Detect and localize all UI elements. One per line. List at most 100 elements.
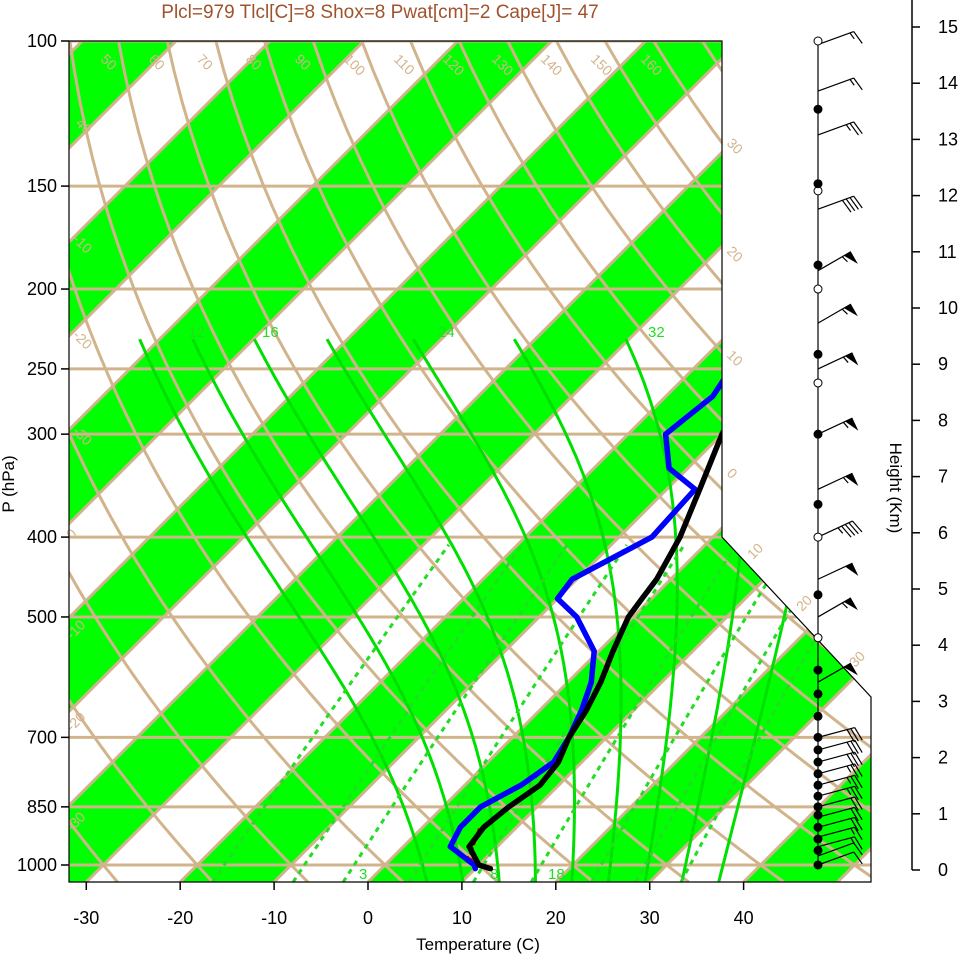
wind-barb — [817, 836, 863, 850]
height-marker-open — [813, 633, 823, 643]
wind-barb-shaft — [817, 31, 854, 46]
height-marker-filled — [813, 179, 823, 189]
height-marker-filled — [813, 711, 823, 721]
wind-barb-half-feather — [849, 79, 855, 86]
mixing-ratio-label: 3 — [359, 866, 367, 883]
wind-barb-feather — [850, 776, 859, 790]
pressure-tick-label: 1000 — [17, 855, 57, 875]
dry-adiabat — [69, 41, 405, 882]
height-tick-label: 7 — [938, 467, 948, 487]
wind-barb — [817, 251, 858, 272]
temperature-tick-label: 40 — [734, 908, 754, 928]
dry-adiabat-label: 30 — [724, 135, 746, 157]
wind-barb-shaft — [817, 826, 855, 838]
wind-barb-feather — [849, 197, 859, 210]
dry-adiabat-label: 10 — [724, 347, 746, 369]
wind-barb — [817, 77, 863, 92]
height-tick-label: 15 — [938, 17, 958, 37]
wind-barb-shaft — [817, 303, 852, 324]
height-tick-label: 14 — [938, 73, 958, 93]
wind-barb-half-feather — [841, 602, 848, 609]
wind-barb-shaft — [817, 774, 855, 786]
wind-barb-half-feather — [841, 308, 848, 315]
wind-barb-feather — [850, 797, 859, 811]
moist-adiabat — [191, 338, 465, 882]
dry-adiabat — [310, 41, 871, 882]
wind-barb-feather — [854, 826, 863, 841]
wind-barb-shaft — [817, 726, 855, 738]
dry-adiabat — [69, 41, 214, 882]
temperature-tick-label: -20 — [167, 908, 193, 928]
wind-barb — [817, 751, 863, 768]
wind-barb-feather — [850, 818, 859, 832]
wind-barb-shaft — [817, 842, 854, 857]
height-tick-label: 5 — [938, 579, 948, 599]
temperature-tick-label: -30 — [73, 908, 99, 928]
wind-barb-feather — [848, 522, 859, 535]
wind-barb — [817, 520, 863, 538]
temperature-tick-label: -10 — [261, 908, 287, 928]
moist-adiabat-label: 12 — [188, 324, 205, 341]
wind-barb-pennant — [845, 563, 859, 576]
wind-profile — [813, 31, 863, 870]
wind-barb-shaft — [817, 739, 855, 751]
wind-barb — [817, 796, 863, 811]
wind-barb-feather — [854, 796, 863, 810]
wind-barb-shaft — [817, 763, 855, 775]
mixing-ratio-line — [590, 544, 792, 882]
isotherm-band — [69, 41, 364, 882]
height-tick-label: 2 — [938, 748, 948, 768]
height-tick-label: 12 — [938, 186, 958, 206]
wind-barb-shaft — [817, 251, 852, 272]
wind-barb-half-feather — [846, 788, 852, 795]
wind-barb-pennant — [843, 304, 858, 317]
height-tick-label: 4 — [938, 635, 948, 655]
height-marker-filled — [813, 732, 823, 742]
isotherm-line — [69, 41, 272, 882]
moist-adiabat — [624, 338, 679, 882]
height-marker-filled — [813, 590, 823, 600]
isotherm-line — [69, 41, 835, 882]
wind-barb-pennant — [845, 352, 859, 366]
isotherm-label: -20 — [63, 708, 89, 734]
wind-barb-feather — [850, 752, 859, 767]
wind-barb — [817, 842, 863, 857]
height-marker-filled — [813, 665, 823, 675]
wind-barb — [817, 774, 863, 790]
height-marker-filled — [813, 769, 823, 779]
isotherm-label: 10 — [744, 540, 766, 562]
wind-barb-feather — [850, 764, 859, 778]
wind-barb-pennant — [845, 418, 859, 431]
wind-barb-feather — [844, 524, 856, 536]
isotherm-label: 20 — [793, 592, 815, 614]
dry-adiabat-label: 0 — [724, 465, 741, 482]
wind-barb-shaft — [817, 851, 854, 866]
wind-barb — [817, 417, 859, 435]
isotherm-band — [69, 41, 552, 882]
mixing-ratio-line — [408, 543, 628, 882]
wind-barb-feather — [854, 817, 863, 831]
moist-adiabat — [138, 338, 429, 882]
dry-adiabat — [69, 41, 119, 882]
height-tick-label: 1 — [938, 804, 948, 824]
temperature-tick-label: 0 — [363, 908, 373, 928]
wind-barb-feather — [853, 31, 863, 44]
height-tick-label: 8 — [938, 410, 948, 430]
wind-barb-feather — [854, 727, 863, 741]
height-marker-filled — [813, 802, 823, 812]
wind-barb — [817, 31, 863, 46]
wind-barb-feather — [853, 851, 863, 865]
wind-barb-half-feather — [842, 421, 849, 429]
wind-barb-shaft — [817, 195, 854, 210]
wind-barb-half-feather — [846, 777, 852, 784]
stats-title: Plcl=979 Tlcl[C]=8 Shox=8 Pwat[cm]=2 Cap… — [161, 2, 598, 23]
moist-adiabat — [411, 338, 576, 882]
wind-barb-feather — [849, 122, 859, 136]
wind-barb — [817, 472, 859, 490]
wind-barb-feather — [851, 520, 863, 533]
wind-barb-feather — [846, 741, 855, 755]
height-tick-label: 6 — [938, 523, 948, 543]
wind-barb-half-feather — [850, 837, 856, 845]
pressure-tick-label: 300 — [27, 424, 57, 444]
height-marker-filled — [813, 689, 823, 699]
